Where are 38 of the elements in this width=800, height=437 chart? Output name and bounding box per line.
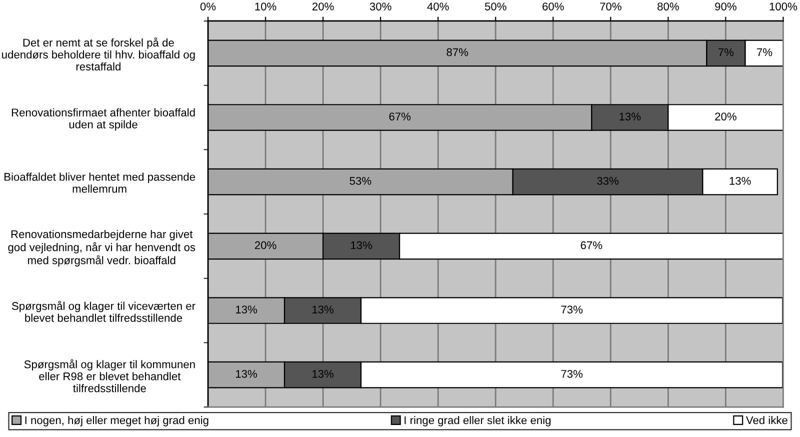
x-tick-label: 30% bbox=[370, 2, 392, 10]
x-tick-label: 50% bbox=[484, 2, 506, 10]
data-label: 20% bbox=[715, 112, 736, 120]
y-tick-label: Det er nemt at se forskel på de udendørs beholdere til hhv. bioaffald og restaffald bbox=[2, 38, 195, 71]
x-tick-label: 10% bbox=[255, 2, 276, 10]
x-tick-label: 80% bbox=[658, 2, 679, 10]
data-label: 20% bbox=[254, 241, 276, 250]
data-label: 13% bbox=[351, 241, 372, 250]
y-tick-label: Bioaffaldet bliver hentet med passende mellemrum bbox=[4, 172, 196, 193]
data-label: 87% bbox=[446, 48, 468, 56]
x-tick-label: 60% bbox=[542, 2, 564, 10]
data-label: 33% bbox=[597, 176, 618, 185]
data-label: 73% bbox=[561, 306, 583, 314]
x-tick-label: 0% bbox=[200, 2, 216, 10]
x-tick-label: 100% bbox=[770, 2, 798, 10]
data-label: 67% bbox=[580, 241, 602, 250]
y-tick-label: Renovationsfirmaet afhenter bioaffald uden at spilde bbox=[12, 108, 195, 131]
y-tick-label: Spørgsmål og klager til kommunen eller R98 er blevet behandlet tilfredsstillende bbox=[24, 359, 195, 392]
data-label: 67% bbox=[389, 112, 411, 120]
y-tick-label: Spørgsmål og klager til viceværten er blevet behandlet tilfredsstillende bbox=[12, 300, 196, 322]
data-label: 13% bbox=[236, 306, 257, 314]
x-tick-label: 70% bbox=[600, 2, 622, 10]
x-tick-label: 40% bbox=[427, 2, 449, 10]
data-label: 13% bbox=[312, 306, 334, 314]
legend-label: Ved ikke bbox=[746, 416, 788, 424]
data-label: 7% bbox=[757, 48, 772, 56]
data-label: 13% bbox=[312, 370, 334, 378]
data-label: 13% bbox=[620, 112, 641, 120]
data-label: 73% bbox=[561, 370, 583, 378]
data-label: 13% bbox=[236, 370, 257, 378]
data-label: 13% bbox=[730, 176, 751, 185]
data-label: 53% bbox=[350, 176, 372, 185]
y-tick-label: Renovationsmedarbejderne har givet god vejledning, når vi har henvendt os med spørgsmål vedr. bioaffald bbox=[8, 230, 196, 266]
legend-label: I ringe grad eller slet ikke enig bbox=[404, 416, 551, 426]
x-tick-label: 20% bbox=[312, 2, 334, 10]
x-tick-label: 90% bbox=[715, 2, 736, 10]
data-label: 7% bbox=[718, 48, 734, 56]
legend-label: I nogen, høj eller meget høj grad enig bbox=[25, 416, 208, 426]
